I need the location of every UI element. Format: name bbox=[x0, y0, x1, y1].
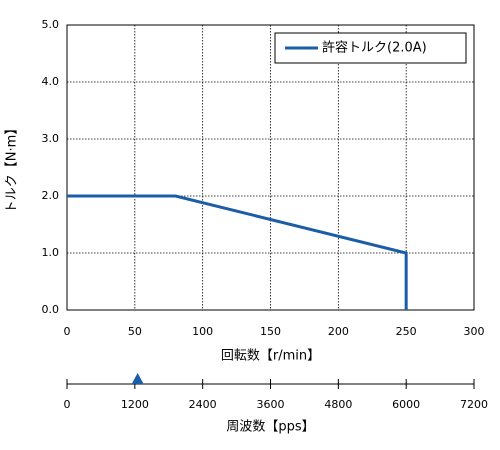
x-axis-title: 回転数【r/min】 bbox=[221, 349, 320, 364]
x-tick-label: 50 bbox=[128, 325, 142, 338]
x-tick-label: 300 bbox=[464, 325, 485, 338]
x-tick-label: 1200 bbox=[121, 398, 149, 411]
x-tick-label: 7200 bbox=[460, 398, 488, 411]
x-tick-label: 6000 bbox=[392, 398, 420, 411]
y-tick-label: 0.0 bbox=[42, 303, 60, 316]
y-tick-label: 5.0 bbox=[42, 18, 60, 31]
y-tick-label: 1.0 bbox=[42, 246, 60, 259]
x-tick-label: 2400 bbox=[189, 398, 217, 411]
y-tick-label: 2.0 bbox=[42, 189, 60, 202]
x-tick-label: 3600 bbox=[257, 398, 285, 411]
x-tick-label: 100 bbox=[192, 325, 213, 338]
x-tick-label: 150 bbox=[260, 325, 281, 338]
y-tick-label: 4.0 bbox=[42, 75, 60, 88]
x-tick-label: 4800 bbox=[324, 398, 352, 411]
x-tick-label: 0 bbox=[64, 398, 71, 411]
y-axis-title: トルク【N·m】 bbox=[5, 122, 20, 214]
x-axis-title: 周波数【pps】 bbox=[226, 420, 314, 435]
legend-label: 許容トルク(2.0A) bbox=[322, 40, 427, 56]
data-line bbox=[67, 194, 408, 310]
x-tick-label: 250 bbox=[396, 325, 417, 338]
plot-frame bbox=[66, 24, 475, 311]
x-tick-label: 200 bbox=[328, 325, 349, 338]
y-tick-label: 3.0 bbox=[42, 132, 60, 145]
x-tick-label: 0 bbox=[64, 325, 71, 338]
marker bbox=[131, 373, 144, 384]
